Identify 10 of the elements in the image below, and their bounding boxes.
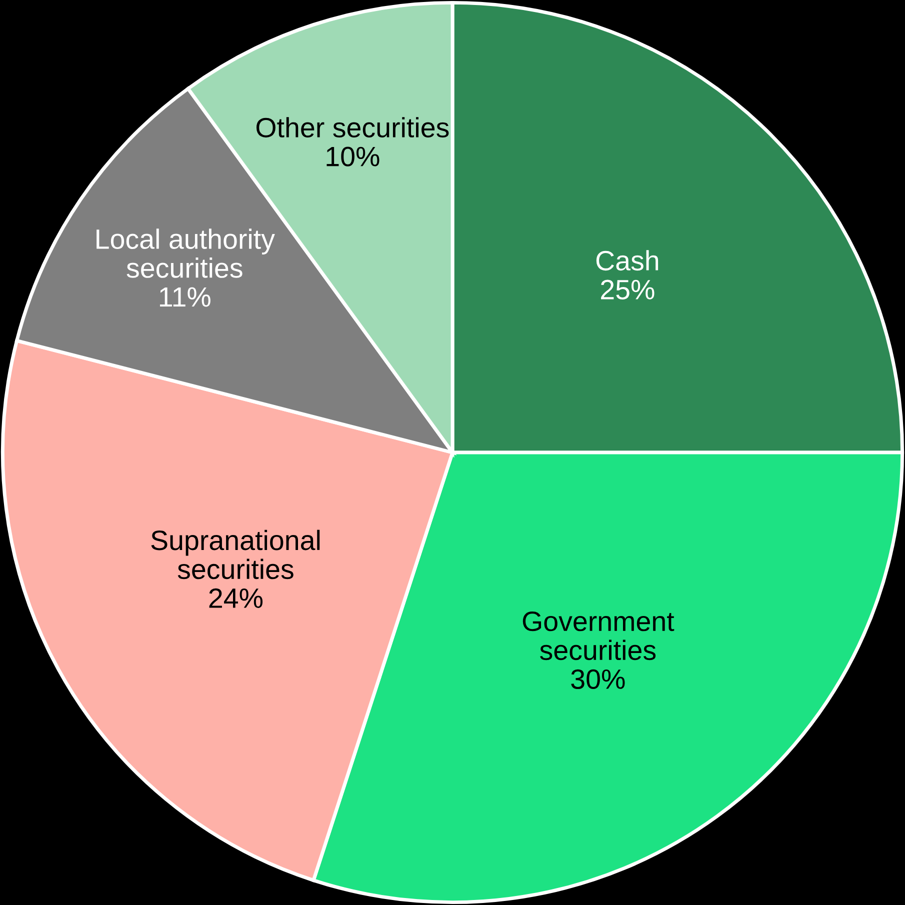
data-label: 11% <box>160 287 210 307</box>
data-label: 30% <box>571 669 625 690</box>
slice-label: Government securities <box>522 612 674 660</box>
data-label: 10% <box>326 146 380 166</box>
slice-label: Other securities <box>256 117 449 138</box>
data-label: 25% <box>601 280 654 300</box>
data-label: 24% <box>209 588 263 608</box>
slice-label: Supranational securities <box>151 530 320 580</box>
slice-label: Local authority securities <box>96 228 275 278</box>
slice-label: Cash <box>596 250 658 271</box>
